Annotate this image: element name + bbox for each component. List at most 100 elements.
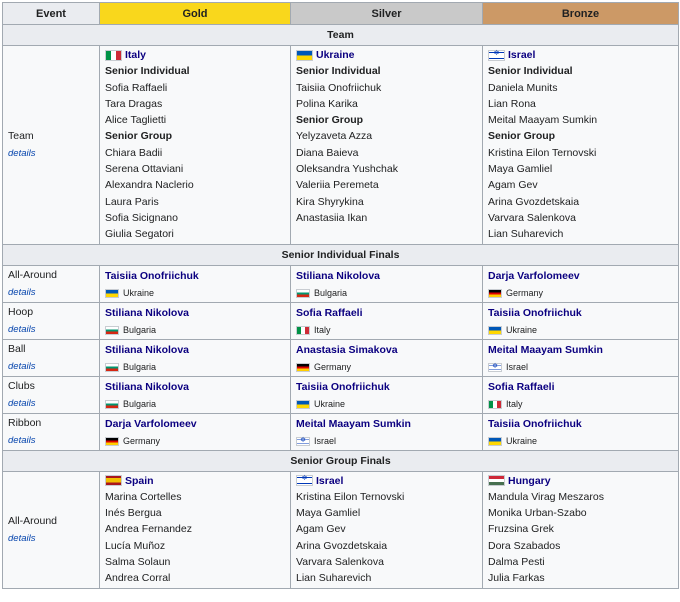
subgroup-heading: Senior Individual — [105, 65, 190, 78]
gold-country-link[interactable]: Italy — [125, 49, 147, 61]
athlete-name[interactable]: Dora Szabados — [488, 539, 561, 552]
athlete-name[interactable]: Dalma Pesti — [488, 556, 545, 569]
athlete-name[interactable]: Mandula Virag Meszaros — [488, 490, 604, 503]
bronze-athlete-link[interactable]: Taisiia Onofriichuk — [488, 417, 582, 430]
silver-athlete-link[interactable]: Meital Maayam Sumkin — [296, 417, 411, 430]
athlete-name[interactable]: Andrea Fernandez — [105, 523, 192, 536]
athlete-name[interactable]: Daniela Munits — [488, 81, 558, 94]
bronze-country-link[interactable]: Hungary — [508, 474, 551, 487]
athlete-name[interactable]: Anastasiia Ikan — [296, 211, 368, 224]
medal-table: Event Gold Silver Bronze Team Team detail… — [2, 2, 679, 589]
bronze-athlete-link[interactable]: Darja Varfolomeev — [488, 269, 580, 282]
athlete-name[interactable]: Salma Solaun — [105, 556, 171, 569]
bronze-athlete-link[interactable]: Taisiia Onofriichuk — [488, 306, 582, 319]
details-link[interactable]: details — [8, 147, 36, 159]
bronze-athlete-link[interactable]: Sofia Raffaeli — [488, 380, 555, 393]
subgroup-heading: Senior Individual — [488, 65, 573, 78]
details-link[interactable]: details — [8, 360, 36, 372]
gold-country-link[interactable]: Spain — [125, 474, 154, 487]
athlete-name[interactable]: Maya Gamliel — [296, 507, 361, 520]
country-name[interactable]: Italy — [314, 324, 331, 335]
silver-country-link[interactable]: Israel — [316, 474, 344, 487]
athlete-name[interactable]: Giulia Segatori — [105, 228, 174, 241]
athlete-name[interactable]: Agam Gev — [296, 523, 346, 536]
athlete-name[interactable]: Maya Gamliel — [488, 163, 553, 176]
athlete-name[interactable]: Lian Suharevich — [296, 572, 372, 585]
country-name[interactable]: Bulgaria — [123, 361, 157, 372]
athlete-name[interactable]: Serena Ottaviani — [105, 163, 184, 176]
athlete-name[interactable]: Marina Cortelles — [105, 490, 182, 503]
athlete-name[interactable]: Arina Gvozdetskaia — [296, 539, 388, 552]
athlete-name[interactable]: Polina Karika — [296, 97, 358, 110]
ukraine-flag-icon — [296, 399, 310, 409]
details-link[interactable]: details — [8, 434, 36, 446]
athlete-name[interactable]: Kristina Eilon Ternovski — [296, 490, 405, 503]
gold-athlete-link[interactable]: Stiliana Nikolova — [105, 343, 190, 356]
country-name[interactable]: Ukraine — [506, 435, 538, 446]
athlete-name[interactable]: Sofia Sicignano — [105, 211, 178, 224]
athlete-name[interactable]: Alice Taglietti — [105, 114, 167, 127]
details-link[interactable]: details — [8, 397, 36, 409]
gold-athlete-link[interactable]: Taisiia Onofriichuk — [105, 269, 199, 282]
country-name[interactable]: Bulgaria — [314, 287, 348, 298]
athlete-name[interactable]: Oleksandra Yushchak — [296, 163, 398, 176]
athlete-name[interactable]: Lian Rona — [488, 97, 536, 110]
country-name[interactable]: Ukraine — [506, 324, 538, 335]
athlete-name[interactable]: Fruzsina Grek — [488, 523, 554, 536]
gold-athlete-link[interactable]: Stiliana Nikolova — [105, 306, 190, 319]
country-name[interactable]: Israel — [506, 361, 529, 372]
athlete-name[interactable]: Inés Bergua — [105, 507, 162, 520]
event-name: All-Around — [8, 268, 58, 281]
athlete-name[interactable]: Kira Shyrykina — [296, 195, 364, 208]
athlete-name[interactable]: Lucía Muñoz — [105, 539, 166, 552]
silver-athlete-link[interactable]: Sofia Raffaeli — [296, 306, 363, 319]
header-gold: Gold — [99, 2, 291, 25]
ukraine-flag-icon — [488, 436, 502, 446]
athlete-name[interactable]: Monika Urban-Szabo — [488, 507, 587, 520]
details-link[interactable]: details — [8, 323, 36, 335]
silver-country-link[interactable]: Ukraine — [316, 49, 355, 61]
athlete-name[interactable]: Meital Maayam Sumkin — [488, 114, 598, 127]
gold-country-line: Italy — [105, 47, 285, 63]
country-name[interactable]: Israel — [314, 435, 337, 446]
athlete-name[interactable]: Varvara Salenkova — [488, 211, 576, 224]
athlete-name[interactable]: Chiara Badii — [105, 146, 163, 159]
silver-athlete-link[interactable]: Stiliana Nikolova — [296, 269, 381, 282]
gold-result-cell: Stiliana Nikolova Bulgaria — [99, 338, 291, 377]
country-name[interactable]: Ukraine — [314, 398, 346, 409]
details-link[interactable]: details — [8, 532, 36, 544]
athlete-name[interactable]: Yelyzaveta Azza — [296, 130, 373, 143]
country-name[interactable]: Italy — [506, 398, 523, 409]
header-bronze: Bronze — [482, 2, 679, 25]
gold-country: Bulgaria — [105, 360, 285, 375]
athlete-name[interactable]: Alexandra Naclerio — [105, 179, 194, 192]
athlete-name[interactable]: Agam Gev — [488, 179, 538, 192]
athlete-name[interactable]: Lian Suharevich — [488, 228, 564, 241]
country-name[interactable]: Germany — [123, 435, 161, 446]
country-name[interactable]: Germany — [506, 287, 544, 298]
athlete-name[interactable]: Taisiia Onofriichuk — [296, 81, 382, 94]
athlete-name[interactable]: Tara Dragas — [105, 97, 163, 110]
individual-row: Clubs details Stiliana Nikolova Bulgaria Tai… — [2, 375, 679, 414]
bronze-athlete-link[interactable]: Meital Maayam Sumkin — [488, 343, 603, 356]
athlete-name[interactable]: Valeriia Peremeta — [296, 179, 379, 192]
silver-athlete-link[interactable]: Taisiia Onofriichuk — [296, 380, 390, 393]
athlete-name[interactable]: Arina Gvozdetskaia — [488, 195, 580, 208]
athlete-name[interactable]: Andrea Corral — [105, 572, 171, 585]
gold-athlete-link[interactable]: Stiliana Nikolova — [105, 380, 190, 393]
country-name[interactable]: Germany — [314, 361, 352, 372]
details-link[interactable]: details — [8, 286, 36, 298]
athlete-name[interactable]: Varvara Salenkova — [296, 556, 384, 569]
country-name[interactable]: Ukraine — [123, 287, 155, 298]
bronze-country-link[interactable]: Israel — [508, 49, 536, 61]
athlete-name[interactable]: Julia Farkas — [488, 572, 545, 585]
country-name[interactable]: Bulgaria — [123, 398, 157, 409]
athlete-name[interactable]: Kristina Eilon Ternovski — [488, 146, 597, 159]
country-name[interactable]: Bulgaria — [123, 324, 157, 335]
gold-result-cell: Stiliana Nikolova Bulgaria — [99, 301, 291, 340]
gold-athlete-link[interactable]: Darja Varfolomeev — [105, 417, 197, 430]
athlete-name[interactable]: Laura Paris — [105, 195, 159, 208]
athlete-name[interactable]: Diana Baieva — [296, 146, 359, 159]
athlete-name[interactable]: Sofia Raffaeli — [105, 81, 168, 94]
silver-athlete-link[interactable]: Anastasia Simakova — [296, 343, 398, 356]
